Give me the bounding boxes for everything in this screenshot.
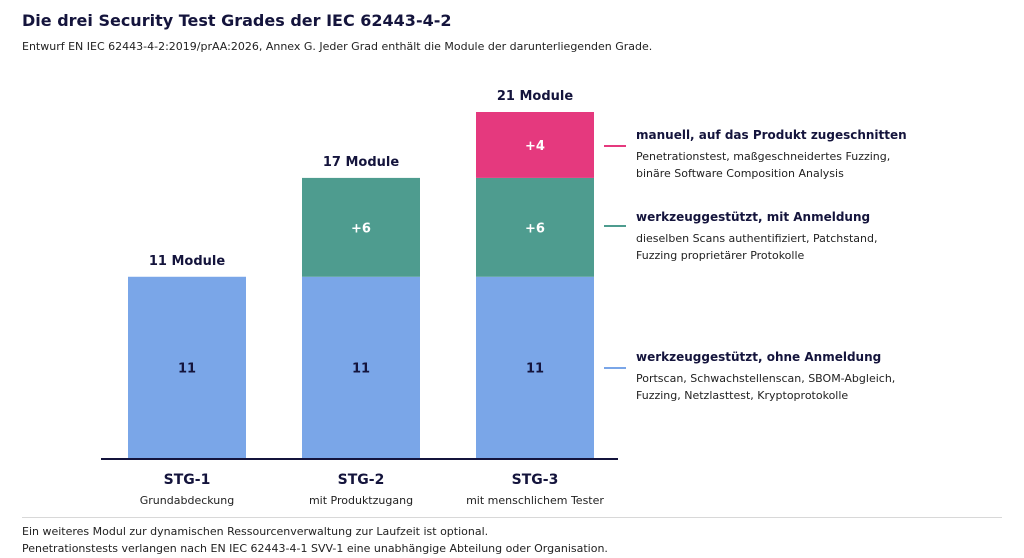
- bar-segment-stg-1-s0: [128, 276, 246, 458]
- bar-value-label: +4: [525, 139, 545, 154]
- legend-desc-line: binäre Software Composition Analysis: [636, 167, 844, 180]
- bar-value-label: 11: [352, 361, 370, 376]
- chart-title: Die drei Security Test Grades der IEC 62…: [22, 11, 452, 30]
- legend-desc-line: Portscan, Schwachstellenscan, SBOM-Abgle…: [636, 372, 896, 385]
- legend-swatch-manual: [604, 145, 626, 147]
- legend-desc-without-login: Portscan, Schwachstellenscan, SBOM-Abgle…: [636, 370, 895, 404]
- legend-desc-line: Fuzzing, Netzlasttest, Kryptoprotokolle: [636, 389, 849, 402]
- footer-divider: [22, 517, 1002, 518]
- legend-desc-with-login: dieselben Scans authentifiziert, Patchst…: [636, 230, 877, 264]
- category-label: STG-2: [338, 472, 385, 488]
- bar-value-label: 11: [526, 361, 544, 376]
- bar-total-label: 11 Module: [149, 254, 226, 269]
- bar-value-label: 11: [178, 361, 196, 376]
- bar-segment-stg-3-s0: [476, 276, 594, 458]
- bar-value-label: +6: [351, 221, 371, 236]
- legend-desc-line: Fuzzing proprietärer Protokolle: [636, 249, 805, 262]
- bar-segment-stg-3-s2: [476, 112, 594, 178]
- legend-title-with-login: werkzeuggestützt, mit Anmeldung: [636, 210, 871, 224]
- bar-segment-stg-2-s0: [302, 276, 420, 458]
- bar-segment-stg-3-s1: [476, 177, 594, 277]
- footer-note-2: Penetrationstests verlangen nach EN IEC …: [22, 542, 608, 555]
- bar-total-label: 21 Module: [497, 89, 574, 104]
- bar-value-label: +6: [525, 221, 545, 236]
- legend-swatch-without-login: [604, 367, 626, 369]
- footer-note-1: Ein weiteres Modul zur dynamischen Resso…: [22, 525, 489, 538]
- legend-desc-line: dieselben Scans authentifiziert, Patchst…: [636, 232, 878, 245]
- category-label: STG-1: [164, 472, 211, 488]
- legend-title-without-login: werkzeuggestützt, ohne Anmeldung: [636, 350, 882, 364]
- bar-segment-stg-2-s1: [302, 177, 420, 277]
- legend-desc-line: Penetrationstest, maßgeschneidertes Fuzz…: [636, 150, 891, 163]
- legend-title-manual: manuell, auf das Produkt zugeschnitten: [636, 128, 907, 142]
- chart-subtitle: Entwurf EN IEC 62443-4-2:2019/prAA:2026,…: [22, 40, 653, 53]
- category-subtitle: mit Produktzugang: [309, 494, 413, 507]
- legend-swatch-with-login: [604, 225, 626, 227]
- legend-desc-manual: Penetrationstest, maßgeschneidertes Fuzz…: [636, 148, 890, 182]
- bar-total-label: 17 Module: [323, 155, 400, 170]
- category-label: STG-3: [512, 472, 559, 488]
- category-subtitle: mit menschlichem Tester: [466, 494, 604, 507]
- category-subtitle: Grundabdeckung: [140, 494, 234, 507]
